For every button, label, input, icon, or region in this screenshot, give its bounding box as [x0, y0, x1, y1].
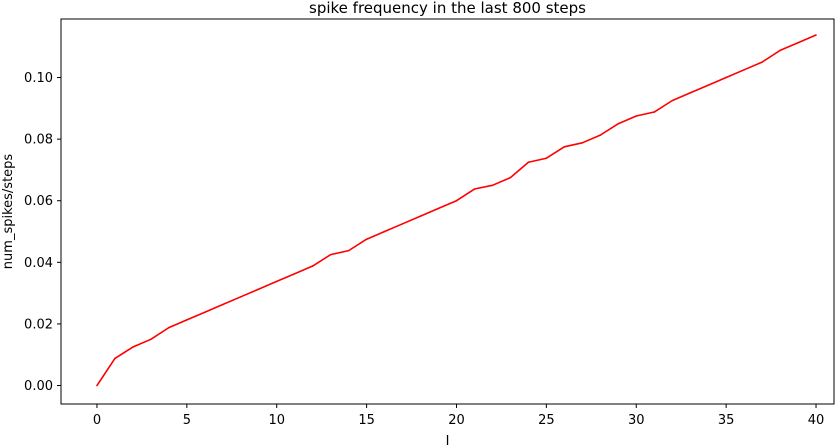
data-point — [491, 184, 494, 187]
data-point — [114, 357, 116, 360]
x-tick-label: 30 — [628, 413, 645, 428]
data-point — [365, 238, 368, 241]
y-tick-label: 0.00 — [24, 379, 53, 394]
data-point — [743, 69, 745, 71]
series-line — [96, 34, 817, 386]
data-point — [725, 76, 727, 79]
data-point — [221, 303, 224, 306]
data-point — [239, 296, 242, 298]
y-tick-label: 0.10 — [24, 71, 53, 86]
data-point — [473, 188, 476, 190]
x-axis-label: I — [446, 434, 450, 448]
data-point — [168, 326, 170, 329]
data-point — [293, 272, 296, 275]
data-point — [383, 230, 386, 233]
x-tick-label: 25 — [538, 413, 555, 428]
data-point — [455, 199, 458, 202]
x-tick-label: 0 — [93, 413, 101, 428]
data-point — [797, 41, 799, 44]
y-tick-label: 0.02 — [24, 317, 53, 332]
data-point — [689, 92, 691, 94]
data-point — [275, 280, 278, 283]
y-tick-label: 0.04 — [24, 256, 53, 271]
y-axis-label: num_spikes/steps — [1, 154, 16, 270]
chart-title: spike frequency in the last 800 steps — [309, 0, 586, 17]
data-point — [653, 111, 656, 113]
data-point — [599, 134, 602, 136]
data-point — [563, 146, 566, 148]
data-point — [761, 61, 763, 63]
data-point — [96, 384, 98, 387]
data-point — [150, 338, 152, 341]
data-point — [581, 142, 584, 144]
plot-frame — [60, 18, 835, 405]
data-point — [257, 288, 260, 290]
x-tick-label: 15 — [358, 413, 375, 428]
x-tick-label: 40 — [808, 413, 825, 428]
data-point — [779, 49, 781, 52]
data-point — [671, 99, 674, 102]
x-tick-label: 20 — [448, 413, 465, 428]
x-tick-label: 35 — [718, 413, 735, 428]
data-point — [815, 34, 817, 36]
data-point — [527, 161, 530, 164]
data-point — [329, 253, 332, 256]
data-point — [617, 122, 620, 125]
data-point — [186, 319, 188, 321]
data-point — [401, 223, 404, 225]
data-point — [509, 176, 512, 179]
data-point — [347, 249, 350, 252]
data-point — [132, 346, 134, 348]
data-point — [545, 157, 548, 160]
y-tick-label: 0.06 — [24, 194, 53, 209]
data-point — [635, 115, 638, 117]
data-point — [204, 311, 206, 314]
x-tick-label: 5 — [183, 413, 191, 428]
x-tick-label: 10 — [268, 413, 285, 428]
data-point — [311, 265, 314, 267]
data-point — [437, 207, 440, 210]
y-tick-label: 0.08 — [24, 133, 53, 148]
data-point — [419, 215, 422, 217]
data-point — [707, 84, 709, 87]
